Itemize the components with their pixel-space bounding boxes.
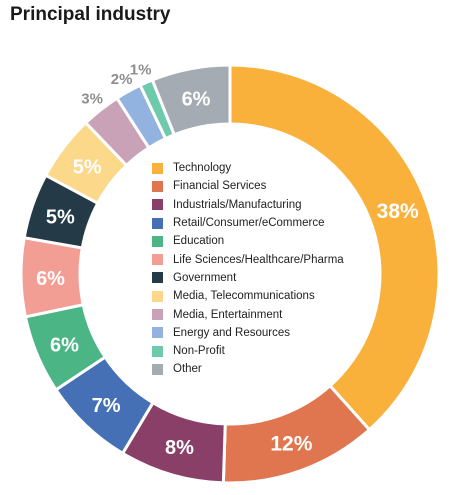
legend-item-media-telecommunications: Media, Telecommunications — [152, 287, 344, 305]
legend-swatch — [152, 272, 163, 284]
legend-label: Financial Services — [173, 180, 267, 193]
legend-swatch — [152, 235, 163, 247]
legend-label: Media, Telecommunications — [173, 290, 315, 303]
legend-swatch — [152, 345, 163, 357]
legend-swatch — [152, 363, 163, 375]
legend-item-industrials-manufacturing: Industrials/Manufacturing — [152, 196, 344, 214]
chart-legend: Technology Financial Services Industrials/… — [152, 159, 344, 379]
legend-swatch — [152, 217, 163, 229]
legend-swatch — [152, 162, 163, 174]
legend-swatch — [152, 254, 163, 266]
legend-item-retail-consumer-ecommerce: Retail/Consumer/eCommerce — [152, 214, 344, 232]
legend-label: Technology — [173, 162, 232, 175]
legend-swatch — [152, 290, 163, 302]
legend-item-energy-and-resources: Energy and Resources — [152, 324, 344, 342]
legend-swatch — [152, 327, 163, 339]
data-label-retail-consumer-ecommerce: 7% — [92, 395, 121, 417]
data-label-non-profit: 1% — [130, 62, 152, 79]
legend-item-government: Government — [152, 269, 344, 287]
legend-swatch — [152, 199, 163, 211]
legend-label: Other — [173, 363, 202, 376]
data-label-media-telecommunications: 5% — [73, 156, 102, 178]
data-label-energy-and-resources: 2% — [111, 71, 133, 88]
legend-label: Non-Profit — [173, 345, 225, 358]
legend-label: Retail/Consumer/eCommerce — [173, 217, 325, 230]
legend-item-financial-services: Financial Services — [152, 177, 344, 195]
legend-label: Life Sciences/Healthcare/Pharma — [173, 253, 344, 266]
legend-label: Media, Entertainment — [173, 308, 283, 321]
slice-other — [150, 63, 232, 137]
legend-label: Industrials/Manufacturing — [173, 198, 302, 211]
legend-item-education: Education — [152, 232, 344, 250]
legend-item-other: Other — [152, 360, 344, 378]
legend-label: Energy and Resources — [173, 326, 290, 339]
data-label-government: 5% — [46, 206, 75, 228]
chart-title: Principal industry — [10, 4, 171, 25]
data-label-financial-services: 12% — [270, 433, 312, 456]
legend-label: Government — [173, 271, 237, 284]
data-label-education: 6% — [50, 334, 79, 356]
data-label-technology: 38% — [377, 200, 419, 223]
legend-item-non-profit: Non-Profit — [152, 342, 344, 360]
slice-technology — [228, 63, 441, 432]
data-label-other: 6% — [182, 89, 211, 111]
legend-item-media-entertainment: Media, Entertainment — [152, 305, 344, 323]
legend-item-technology: Technology — [152, 159, 344, 177]
data-label-media-entertainment: 3% — [81, 91, 103, 108]
legend-swatch — [152, 309, 163, 321]
data-label-industrials-manufacturing: 8% — [165, 437, 194, 459]
data-label-life-sciences-healthcare-pharma: 6% — [36, 268, 65, 290]
legend-label: Education — [173, 235, 225, 248]
legend-item-life-sciences-healthcare-pharma: Life Sciences/Healthcare/Pharma — [152, 250, 344, 268]
legend-swatch — [152, 180, 163, 192]
